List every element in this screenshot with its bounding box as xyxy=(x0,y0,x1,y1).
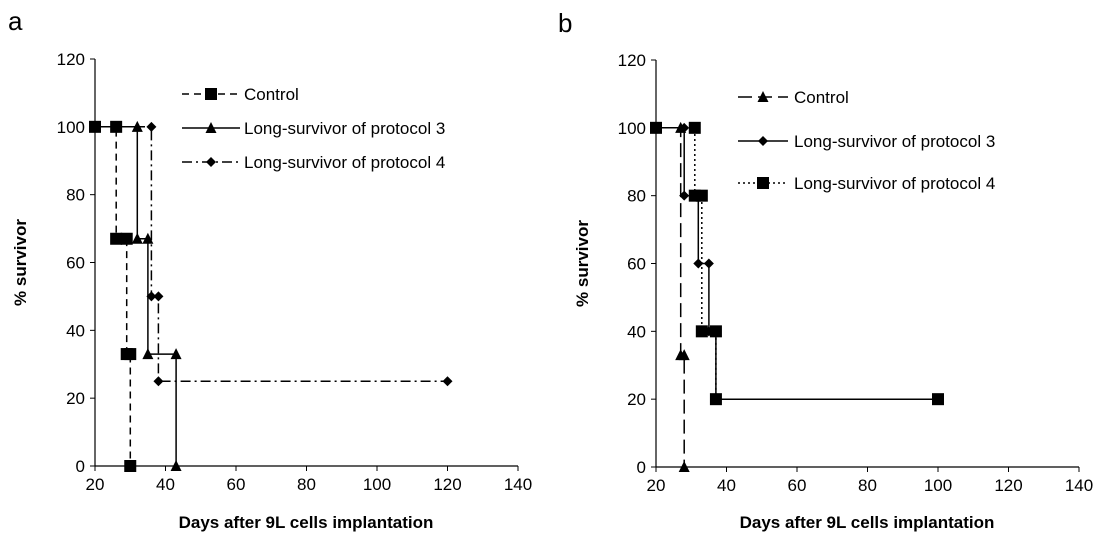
series-2: Long-survivor of protocol 3 xyxy=(651,122,995,405)
legend-marker xyxy=(757,177,769,189)
data-point xyxy=(693,258,704,269)
data-point xyxy=(679,190,690,201)
data-point xyxy=(678,461,690,472)
legend-label: Control xyxy=(244,85,299,104)
y-tick-label: 40 xyxy=(66,321,85,340)
y-tick-label: 80 xyxy=(627,187,646,206)
x-tick-label: 100 xyxy=(363,475,391,494)
y-axis-title: % survivor xyxy=(573,220,592,307)
y-tick-label: 0 xyxy=(76,457,85,476)
data-point xyxy=(442,376,453,387)
data-point xyxy=(153,291,164,302)
data-point xyxy=(142,232,154,244)
x-tick-label: 140 xyxy=(504,475,532,494)
legend-label: Long-survivor of protocol 3 xyxy=(244,119,445,138)
x-tick-label: 60 xyxy=(788,476,807,495)
legend-label: Long-survivor of protocol 4 xyxy=(244,153,445,172)
legend-marker xyxy=(206,157,216,167)
data-point xyxy=(170,460,182,471)
series-line xyxy=(656,127,685,467)
x-axis-title: Days after 9L cells implantation xyxy=(179,513,434,532)
x-tick-label: 20 xyxy=(86,475,105,494)
y-tick-label: 20 xyxy=(627,390,646,409)
series-3: Long-survivor of protocol 4 xyxy=(90,121,453,387)
y-tick-label: 120 xyxy=(618,51,646,70)
legend-marker xyxy=(757,91,769,102)
data-point xyxy=(170,348,182,360)
x-axis-title: Days after 9L cells implantation xyxy=(740,513,995,532)
data-point xyxy=(110,232,123,245)
series-1: Control xyxy=(89,85,299,472)
legend-label: Long-survivor of protocol 4 xyxy=(794,174,995,193)
legend-marker xyxy=(758,136,768,146)
x-tick-label: 120 xyxy=(433,475,461,494)
data-point xyxy=(153,376,164,387)
y-tick-label: 60 xyxy=(66,254,85,273)
series-line xyxy=(95,126,132,466)
data-point xyxy=(932,393,944,406)
x-tick-label: 120 xyxy=(994,476,1022,495)
panel-letter: a xyxy=(8,6,23,36)
y-tick-label: 60 xyxy=(627,255,646,274)
y-tick-label: 100 xyxy=(618,119,646,138)
data-point xyxy=(650,121,662,134)
legend-marker xyxy=(205,88,217,100)
data-point xyxy=(688,121,701,134)
data-point xyxy=(709,393,722,406)
data-point xyxy=(695,189,708,202)
y-tick-label: 120 xyxy=(57,50,85,69)
x-tick-label: 20 xyxy=(647,476,666,495)
x-tick-label: 80 xyxy=(858,476,877,495)
y-tick-label: 100 xyxy=(57,118,85,137)
data-point xyxy=(678,349,690,361)
legend-label: Control xyxy=(794,88,849,107)
data-point xyxy=(146,291,157,302)
series-3: Long-survivor of protocol 4 xyxy=(650,121,995,406)
panel-letter: b xyxy=(558,8,572,38)
data-point xyxy=(679,122,690,133)
series-line xyxy=(656,127,938,400)
legend-marker xyxy=(205,122,217,133)
y-tick-label: 20 xyxy=(66,389,85,408)
legend-label: Long-survivor of protocol 3 xyxy=(794,132,995,151)
data-point xyxy=(142,348,154,360)
data-point xyxy=(695,325,708,338)
x-tick-label: 40 xyxy=(156,475,175,494)
x-tick-label: 80 xyxy=(297,475,316,494)
x-tick-label: 140 xyxy=(1065,476,1093,495)
x-tick-label: 60 xyxy=(227,475,246,494)
data-point xyxy=(120,232,133,245)
x-tick-label: 100 xyxy=(924,476,952,495)
data-point xyxy=(709,325,722,338)
y-tick-label: 80 xyxy=(66,186,85,205)
y-tick-label: 0 xyxy=(637,458,646,477)
x-tick-label: 40 xyxy=(717,476,736,495)
data-point xyxy=(703,258,714,269)
series-line xyxy=(656,127,938,400)
data-point xyxy=(124,460,137,472)
y-tick-label: 40 xyxy=(627,322,646,341)
y-axis-title: % survivor xyxy=(11,219,30,306)
data-point xyxy=(124,348,137,361)
data-point xyxy=(131,232,143,244)
series-line xyxy=(95,126,177,466)
data-point xyxy=(146,121,157,132)
data-point xyxy=(90,121,100,132)
